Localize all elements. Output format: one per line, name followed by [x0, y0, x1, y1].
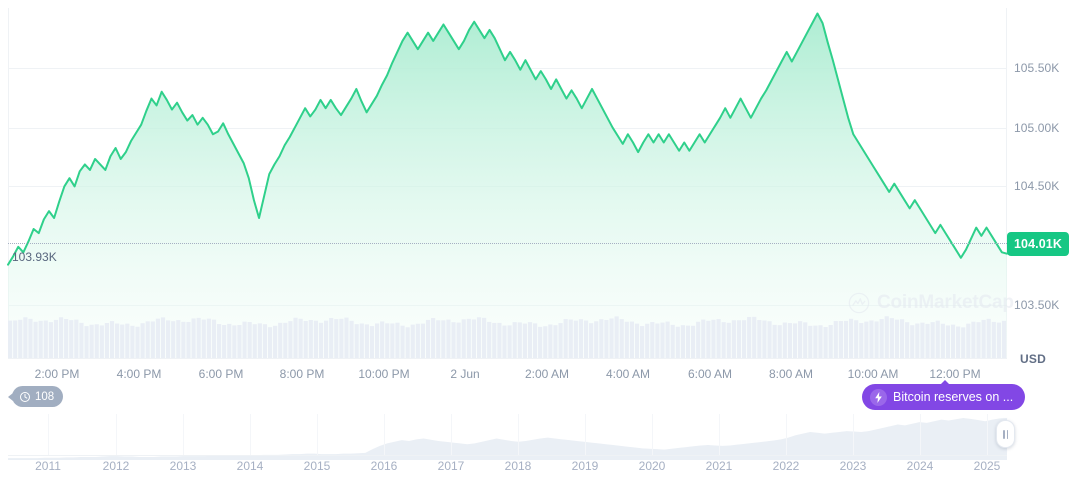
navigator-mini-chart[interactable]: [8, 414, 1007, 460]
navigator-year-label: 2012: [102, 459, 130, 473]
y-tick-label: 105.50K: [1014, 61, 1060, 75]
annotation-count-badge[interactable]: 108: [7, 386, 64, 407]
navigator-tick: [116, 414, 117, 455]
navigator-year-label: 2015: [303, 459, 331, 473]
navigator-tick: [518, 414, 519, 455]
navigator-year-label: 2011: [35, 459, 61, 473]
navigator-tick: [786, 414, 787, 455]
x-tick-label: 2:00 PM: [34, 367, 80, 381]
x-tick-label: 2:00 AM: [524, 367, 570, 381]
x-tick-label: 8:00 AM: [768, 367, 814, 381]
volume-bars: [8, 316, 1007, 358]
base-price-line: [8, 243, 1007, 244]
x-tick-label: 8:00 PM: [279, 367, 325, 381]
navigator-year-label: 2013: [169, 459, 197, 473]
clock-icon: [20, 391, 30, 402]
plot-bottom-border: [8, 358, 1007, 359]
navigator-year-label: 2023: [839, 459, 867, 473]
navigator-tick: [384, 414, 385, 455]
plot-right-border: [1006, 8, 1007, 358]
navigator-tick: [183, 414, 184, 455]
x-tick-label: 6:00 AM: [687, 367, 733, 381]
navigator-year-label: 2017: [437, 459, 465, 473]
x-tick-label: 4:00 PM: [116, 367, 162, 381]
navigator-year-label: 2014: [236, 459, 264, 473]
navigator-tick: [317, 414, 318, 455]
navigator-year-label: 2022: [772, 459, 800, 473]
y-axis-currency-label: USD: [1020, 352, 1046, 366]
navigator-tick: [652, 414, 653, 455]
navigator-year-label: 2016: [370, 459, 398, 473]
news-event-badge[interactable]: Bitcoin reserves on ...: [862, 380, 1026, 410]
plot-left-border: [8, 8, 9, 358]
navigator-tick: [250, 414, 251, 455]
current-price-tag: 104.01K: [1007, 232, 1069, 256]
navigator-tick: [920, 414, 921, 455]
x-tick-label: 4:00 AM: [605, 367, 651, 381]
y-tick-label: 103.50K: [1014, 298, 1060, 312]
navigator-tick: [48, 414, 49, 455]
navigator-year-label: 2018: [504, 459, 532, 473]
x-tick-label: 10:00 AM: [847, 367, 899, 381]
navigator-year-label: 2019: [571, 459, 599, 473]
x-tick-label: 12:00 PM: [929, 367, 981, 381]
grip-bar-icon: [1006, 429, 1008, 439]
navigator-tick: [585, 414, 586, 455]
y-tick-label: 105.00K: [1014, 121, 1060, 135]
navigator-baseline: [8, 455, 1007, 456]
navigator-tick: [451, 414, 452, 455]
navigator-year-label: 2020: [638, 459, 666, 473]
navigator-tick: [853, 414, 854, 455]
y-tick-label: 104.50K: [1014, 179, 1060, 193]
navigator-year-label: 2024: [906, 459, 934, 473]
navigator-tick: [719, 414, 720, 455]
x-tick-label: 2 Jun: [450, 367, 480, 381]
annotation-count-value: 108: [35, 390, 55, 403]
x-tick-label: 10:00 PM: [358, 367, 410, 381]
navigator-range-handle[interactable]: [996, 420, 1015, 448]
navigator-year-label: 2025: [973, 459, 1001, 473]
navigator-tick: [987, 414, 988, 455]
x-tick-label: 6:00 PM: [198, 367, 244, 381]
news-event-label: Bitcoin reserves on ...: [893, 390, 1014, 404]
base-price-label: 103.93K: [12, 250, 57, 264]
bolt-icon: [870, 388, 887, 406]
grip-bar-icon: [1003, 429, 1005, 439]
price-series: [7, 12, 1008, 359]
navigator-year-label: 2021: [705, 459, 733, 473]
